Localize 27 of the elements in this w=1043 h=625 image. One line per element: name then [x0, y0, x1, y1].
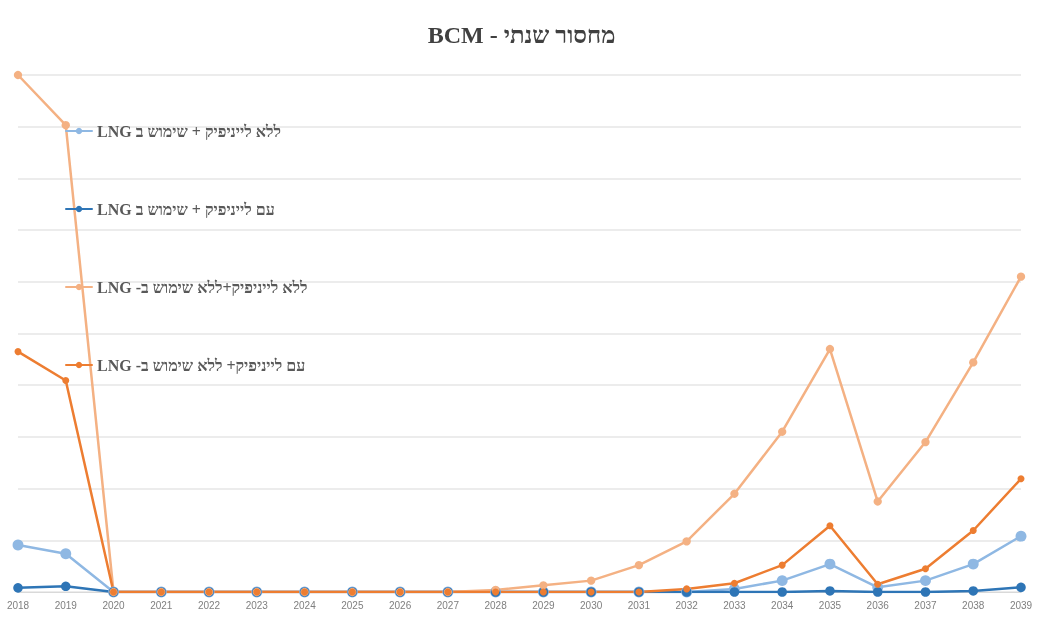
legend-label: ללא לייניפיק+ללא שימוש ב- LNG: [97, 278, 308, 296]
x-tick-label: 2034: [771, 599, 794, 611]
x-tick-label: 2020: [102, 599, 126, 611]
x-tick-label: 2023: [245, 599, 269, 611]
x-tick-label: 2037: [914, 599, 938, 611]
legend-label: עם לייניפיק + שימוש ב LNG: [97, 200, 275, 218]
x-tick-label: 2027: [436, 599, 460, 611]
x-tick-label: 2035: [818, 599, 842, 611]
x-tick-label: 2031: [627, 599, 651, 611]
legend-label: עם לייניפיק+ ללא שימוש ב- LNG: [97, 356, 306, 374]
x-tick-label: 2024: [293, 599, 317, 611]
x-tick-label: 2038: [962, 599, 985, 611]
x-tick-label: 2018: [6, 599, 30, 611]
x-tick-label: 2025: [341, 599, 364, 611]
legend-label: ללא לייניפיק + שימוש ב LNG: [97, 122, 281, 140]
x-tick-label: 2033: [723, 599, 746, 611]
x-tick-label: 2032: [675, 599, 699, 611]
x-tick-label: 2026: [388, 599, 412, 611]
x-tick-label: 2019: [54, 599, 78, 611]
x-tick-label: 2022: [197, 599, 221, 611]
x-tick-label: 2021: [150, 599, 173, 611]
x-tick-label: 2036: [866, 599, 890, 611]
chart-title: מחסור שנתי - BCM: [427, 22, 616, 48]
x-tick-label: 2029: [532, 599, 555, 611]
x-tick-label: 2028: [484, 599, 508, 611]
x-tick-label: 2039: [1009, 599, 1033, 611]
x-tick-label: 2030: [580, 599, 603, 611]
